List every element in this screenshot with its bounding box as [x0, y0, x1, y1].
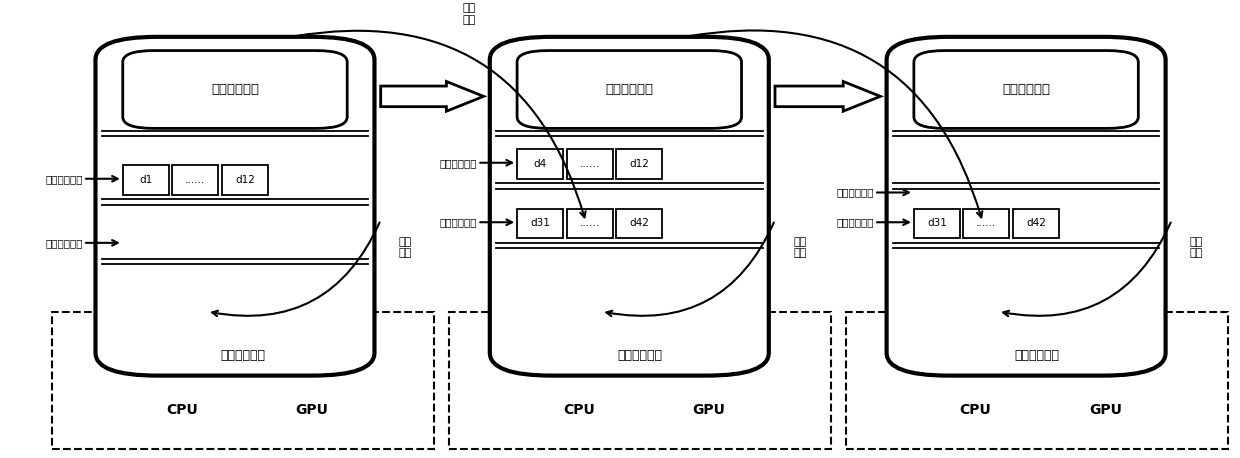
Bar — [517, 208, 563, 238]
Text: d31: d31 — [926, 218, 947, 229]
Text: 数据缓存队列: 数据缓存队列 — [46, 238, 83, 248]
Bar — [616, 149, 662, 179]
FancyBboxPatch shape — [914, 50, 1138, 128]
Text: 节点内处理器: 节点内处理器 — [618, 349, 662, 362]
Text: 数据
处理: 数据 处理 — [794, 237, 806, 258]
Text: ......: ...... — [579, 218, 600, 229]
Text: 数据缓存队列: 数据缓存队列 — [837, 187, 874, 197]
Text: 当前处理队列: 当前处理队列 — [440, 158, 477, 168]
Polygon shape — [381, 82, 484, 111]
FancyBboxPatch shape — [95, 37, 374, 376]
Text: CPU: CPU — [960, 403, 992, 417]
Text: 节点调度模块: 节点调度模块 — [211, 83, 259, 96]
Bar — [567, 208, 613, 238]
Text: 网络
传输: 网络 传输 — [463, 3, 476, 25]
Text: 数据缓存队列: 数据缓存队列 — [440, 217, 477, 227]
Text: CPU: CPU — [166, 403, 198, 417]
Text: d1: d1 — [139, 175, 153, 185]
Bar — [123, 165, 169, 195]
Text: ......: ...... — [185, 175, 206, 185]
Bar — [616, 208, 662, 238]
Bar — [1013, 208, 1059, 238]
Bar — [914, 208, 960, 238]
Text: 数据
处理: 数据 处理 — [1190, 237, 1203, 258]
Text: d42: d42 — [629, 218, 650, 229]
Text: d31: d31 — [529, 218, 551, 229]
Text: 节点内处理器: 节点内处理器 — [221, 349, 265, 362]
Bar — [172, 165, 218, 195]
Text: 节点调度模块: 节点调度模块 — [1002, 83, 1050, 96]
Text: 当前处理队列: 当前处理队列 — [46, 174, 83, 184]
Text: d42: d42 — [1025, 218, 1047, 229]
Text: GPU: GPU — [692, 403, 725, 417]
Text: GPU: GPU — [295, 403, 329, 417]
Text: ......: ...... — [579, 159, 600, 169]
Bar — [517, 149, 563, 179]
Bar — [846, 311, 1228, 449]
Text: d12: d12 — [234, 175, 255, 185]
Bar — [449, 311, 831, 449]
Bar — [567, 149, 613, 179]
FancyBboxPatch shape — [123, 50, 347, 128]
FancyBboxPatch shape — [517, 50, 742, 128]
Text: CPU: CPU — [563, 403, 595, 417]
FancyBboxPatch shape — [490, 37, 769, 376]
Text: 节点内处理器: 节点内处理器 — [1014, 349, 1059, 362]
Text: d12: d12 — [629, 159, 650, 169]
Text: GPU: GPU — [1089, 403, 1122, 417]
Polygon shape — [775, 82, 880, 111]
Text: 节点调度模块: 节点调度模块 — [605, 83, 653, 96]
Bar — [222, 165, 268, 195]
Text: d4: d4 — [533, 159, 547, 169]
Bar — [963, 208, 1009, 238]
Bar — [52, 311, 434, 449]
Text: 当前处理队列: 当前处理队列 — [837, 217, 874, 227]
Text: 数据
处理: 数据 处理 — [399, 237, 412, 258]
Text: ......: ...... — [976, 218, 997, 229]
FancyBboxPatch shape — [887, 37, 1166, 376]
